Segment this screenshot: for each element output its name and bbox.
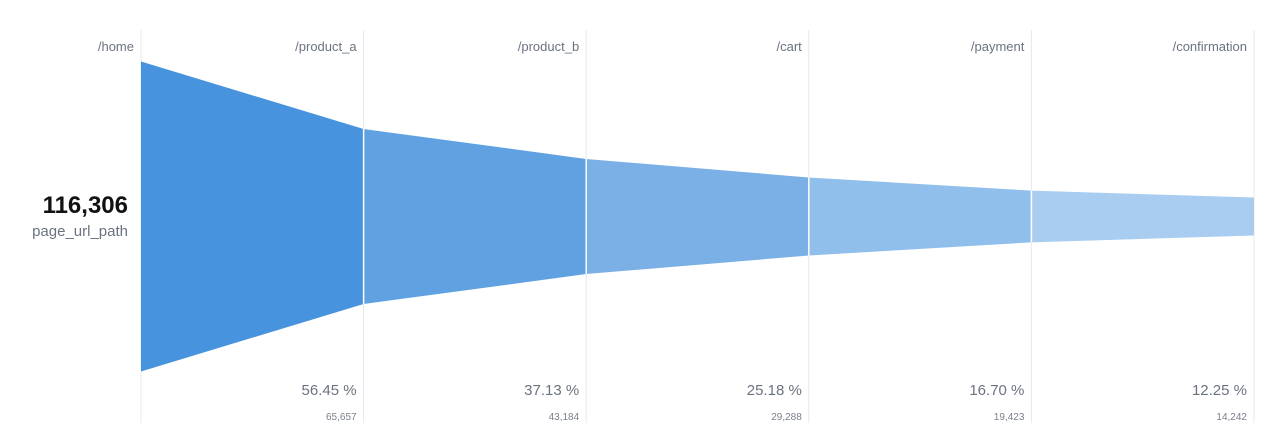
step-label: /product_a [295,39,357,54]
step-count-label: 43,184 [549,412,580,423]
step-count-label: 14,242 [1216,412,1247,423]
funnel-segment[interactable] [141,61,364,372]
dimension-name: page_url_path [32,223,128,240]
step-percent-label: 56.45 % [302,382,357,399]
step-percent-label: 12.25 % [1192,382,1247,399]
funnel-segment[interactable] [808,177,1032,256]
funnel-segment[interactable] [586,158,809,275]
step-percent-label: 25.18 % [747,382,802,399]
step-count-label: 65,657 [326,412,357,423]
step-label: /cart [777,39,803,54]
step-label: /home [98,39,134,54]
step-percent-label: 37.13 % [524,382,579,399]
funnel-segment[interactable] [363,128,587,305]
step-label: /payment [971,39,1025,54]
step-count-label: 29,288 [771,412,802,423]
step-percent-label: 16.70 % [969,382,1024,399]
step-label: /confirmation [1173,39,1247,54]
total-count: 116,306 [42,192,128,219]
step-count-label: 19,423 [994,412,1025,423]
step-label: /product_b [518,39,579,54]
funnel-segment[interactable] [1031,190,1254,243]
